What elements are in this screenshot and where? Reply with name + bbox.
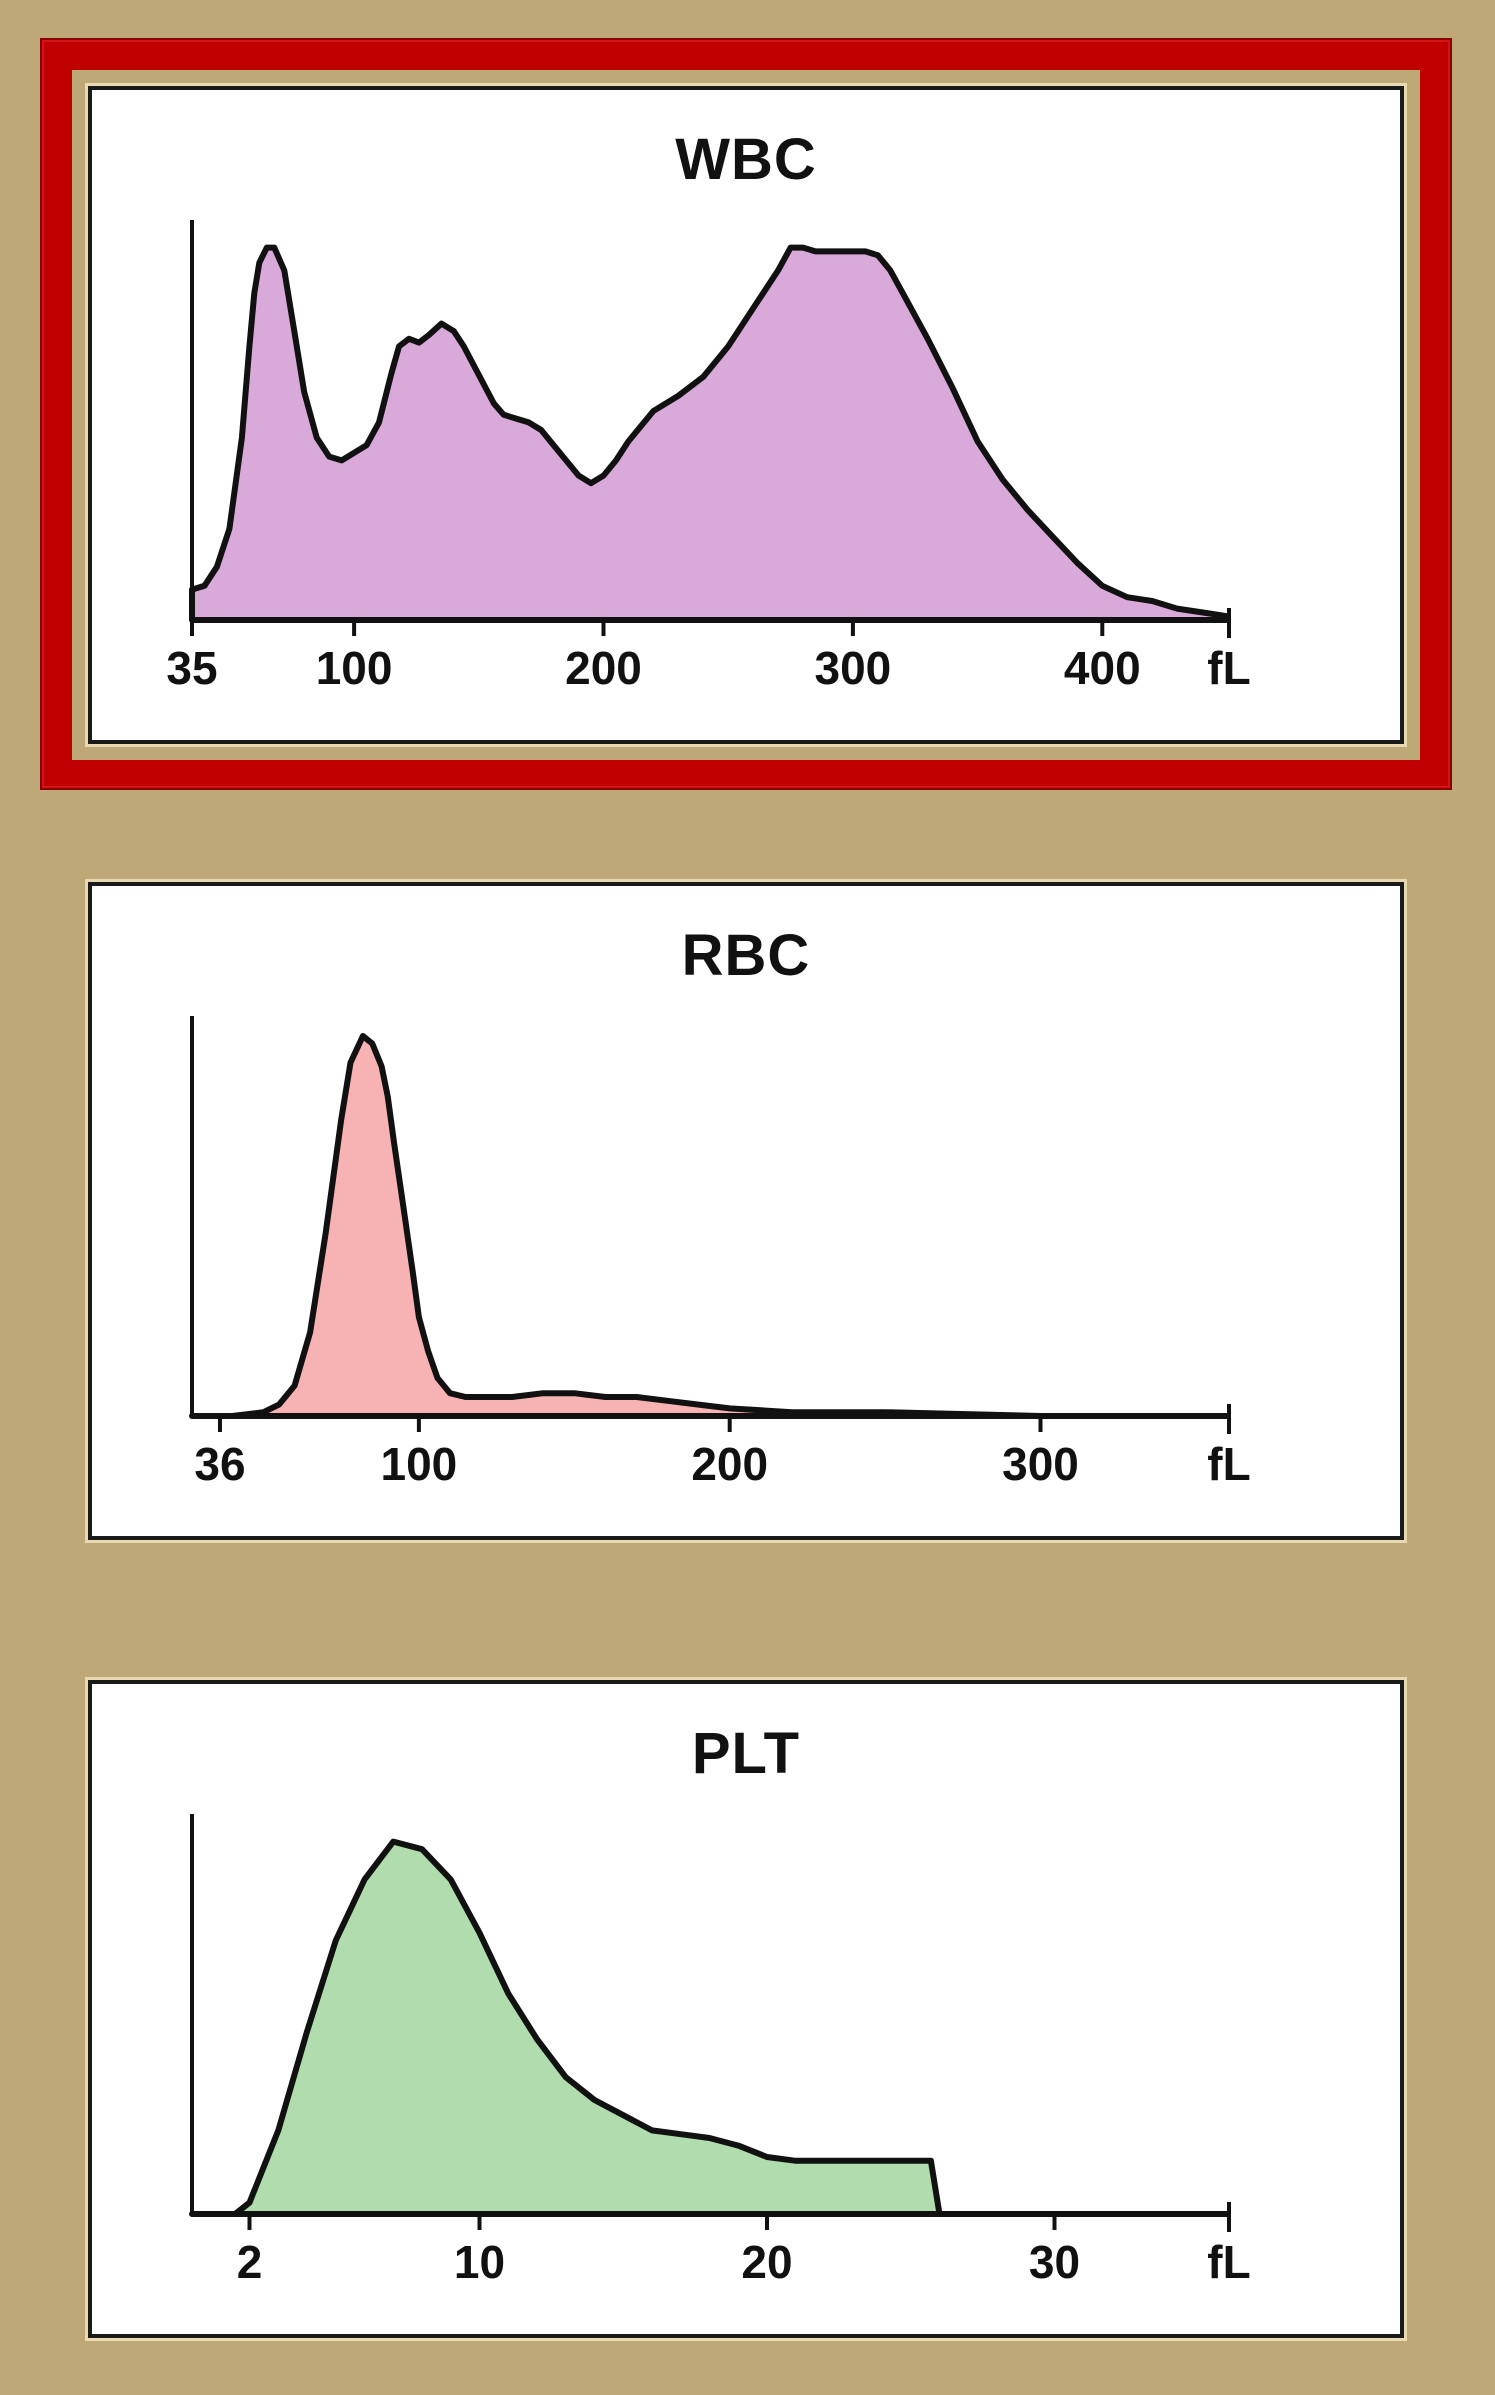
x-axis-unit-label: fL bbox=[1207, 1438, 1250, 1490]
x-tick-label: 20 bbox=[741, 2236, 792, 2288]
histogram-area bbox=[189, 244, 1230, 623]
x-tick-label: 2 bbox=[237, 2236, 263, 2288]
wbc-histogram-panel: WBC 35 100 200 300 400 fL bbox=[85, 83, 1407, 747]
x-tick-label: 400 bbox=[1064, 642, 1141, 694]
x-axis-unit-label: fL bbox=[1207, 2236, 1250, 2288]
x-tick-label: 35 bbox=[166, 642, 217, 694]
x-tick-label: 300 bbox=[815, 642, 892, 694]
x-tick-label: 200 bbox=[691, 1438, 768, 1490]
plt-histogram-chart: 2 10 20 30 fL bbox=[189, 1814, 1251, 2288]
wbc-histogram-chart: 35 100 200 300 400 fL bbox=[166, 220, 1251, 694]
x-tick-label: 10 bbox=[454, 2236, 505, 2288]
rbc-histogram-panel: RBC 36 100 200 300 fL bbox=[85, 879, 1407, 1543]
chart-title: PLT bbox=[691, 1721, 801, 1786]
x-tick-label: 36 bbox=[194, 1438, 245, 1490]
x-axis-unit-label: fL bbox=[1207, 642, 1250, 694]
rbc-histogram-chart: 36 100 200 300 fL bbox=[189, 1016, 1251, 1490]
chart-title: RBC bbox=[681, 923, 811, 988]
x-tick-label: 300 bbox=[1002, 1438, 1079, 1490]
x-tick-label: 100 bbox=[316, 642, 393, 694]
x-tick-label: 200 bbox=[565, 642, 642, 694]
plt-histogram-panel: PLT 2 10 20 30 fL bbox=[85, 1677, 1407, 2341]
histogram-area bbox=[189, 1033, 1230, 1419]
histogram-area bbox=[189, 1838, 1230, 2217]
chart-title: WBC bbox=[675, 127, 817, 192]
x-tick-label: 30 bbox=[1029, 2236, 1080, 2288]
x-tick-label: 100 bbox=[381, 1438, 458, 1490]
